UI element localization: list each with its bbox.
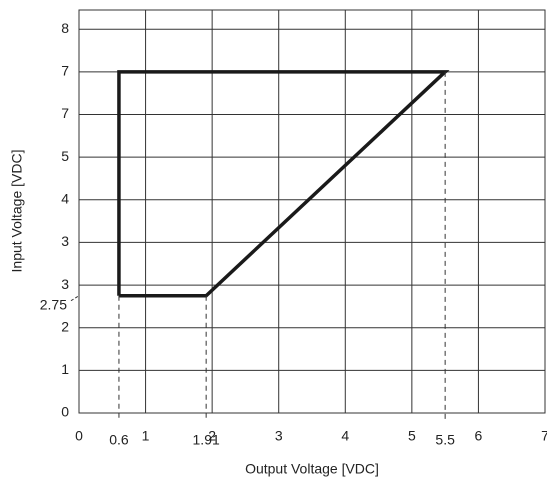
y-tick-label: 7	[61, 105, 69, 121]
y-tick-label: 3	[61, 233, 69, 249]
line	[117, 70, 450, 298]
y-tick-label: 0	[61, 404, 69, 420]
x-tick-label: 3	[275, 428, 283, 444]
x-marker-label: 1.91	[193, 432, 220, 448]
x-tick-label: 2	[208, 428, 216, 444]
guide-line	[70, 295, 80, 302]
plot-frame	[78, 9, 546, 414]
x-tick-label: 4	[341, 428, 349, 444]
x-tick-label: 6	[475, 428, 483, 444]
x-tick-label: 0	[75, 428, 83, 444]
y-marker-label: 2.75	[40, 296, 67, 312]
y-tick-label: 2	[61, 318, 69, 334]
x-marker-label: 5.5	[435, 432, 455, 448]
y-tick-label: 7	[61, 63, 69, 79]
x-tick-label: 1	[142, 428, 150, 444]
y-tick-label: 5	[61, 148, 69, 164]
y-tick-label: 1	[61, 361, 69, 377]
y-tick-label: 8	[61, 20, 69, 36]
x-tick-label: 7	[541, 428, 547, 444]
x-tick-label: 5	[408, 428, 416, 444]
x-axis-label: Output Voltage [VDC]	[245, 461, 379, 477]
y-tick-label: 3	[61, 276, 69, 292]
y-axis-label: Input Voltage [VDC]	[9, 150, 25, 273]
y-tick-label: 4	[61, 190, 69, 206]
x-marker-label: 0.6	[109, 432, 129, 448]
